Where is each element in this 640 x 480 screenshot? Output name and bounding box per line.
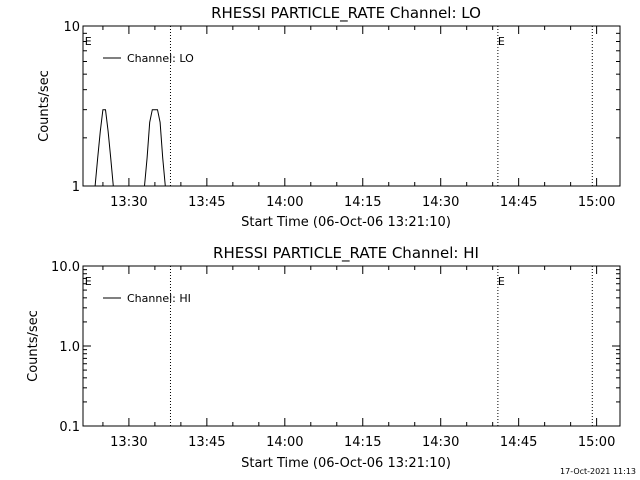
x-tick-label: 13:45 xyxy=(188,435,225,450)
x-tick-label: 13:30 xyxy=(110,435,147,450)
event-marker-label: E xyxy=(498,275,505,288)
y-tick-label: 10 xyxy=(63,20,80,35)
y-tick-label: 10.0 xyxy=(51,260,80,275)
chart-title-hi: RHESSI PARTICLE_RATE Channel: HI xyxy=(213,244,479,263)
x-tick-label: 14:45 xyxy=(500,435,537,450)
series-line xyxy=(92,109,171,187)
series-lo xyxy=(92,109,171,187)
legend-label-hi: Channel: HI xyxy=(127,292,191,305)
timestamp-footer: 17-Oct-2021 11:13 xyxy=(560,467,636,476)
y-tick-label: 0.1 xyxy=(59,420,80,435)
dotted-lines-hi xyxy=(169,266,593,426)
y-axis-label-lo: Counts/sec xyxy=(37,70,52,142)
legend-label-lo: Channel: LO xyxy=(127,52,194,65)
event-marker-label: E xyxy=(85,35,92,48)
plot-frame-hi xyxy=(82,265,621,427)
x-tick-label: 14:15 xyxy=(344,195,381,210)
dotted-lines-lo xyxy=(169,26,593,186)
event-marker-label: E xyxy=(85,275,92,288)
x-tick-label: 14:45 xyxy=(500,195,537,210)
x-tick-label: 14:00 xyxy=(266,435,303,450)
x-tick-label: 14:00 xyxy=(266,195,303,210)
x-axis-label-lo: Start Time (06-Oct-06 13:21:10) xyxy=(241,215,451,230)
x-tick-label: 14:30 xyxy=(422,435,459,450)
x-tick-label: 13:30 xyxy=(110,195,147,210)
x-tick-label: 15:00 xyxy=(578,435,615,450)
x-tick-label: 15:00 xyxy=(578,195,615,210)
ticks-lo: 13:30 13:45 14:00 14:15 14:30 14:45 15:00 1 10 xyxy=(63,20,620,210)
panel-hi: RHESSI PARTICLE_RATE Channel: HI Counts/… xyxy=(26,244,621,471)
y-tick-label: 1 xyxy=(72,180,80,195)
chart-title-lo: RHESSI PARTICLE_RATE Channel: LO xyxy=(211,4,481,23)
y-axis-label-hi: Counts/sec xyxy=(26,310,41,382)
x-tick-label: 14:15 xyxy=(344,435,381,450)
x-axis-label-hi: Start Time (06-Oct-06 13:21:10) xyxy=(241,456,451,471)
x-tick-label: 13:45 xyxy=(188,195,225,210)
x-tick-label: 14:30 xyxy=(422,195,459,210)
event-marker-label: E xyxy=(498,35,505,48)
panel-lo: RHESSI PARTICLE_RATE Channel: LO Counts/… xyxy=(37,4,621,230)
ticks-hi: 13:30 13:45 14:00 14:15 14:30 14:45 15:00 0.1 1.… xyxy=(51,260,620,450)
y-tick-label: 1.0 xyxy=(59,340,80,355)
plot-frame-lo xyxy=(82,25,621,187)
